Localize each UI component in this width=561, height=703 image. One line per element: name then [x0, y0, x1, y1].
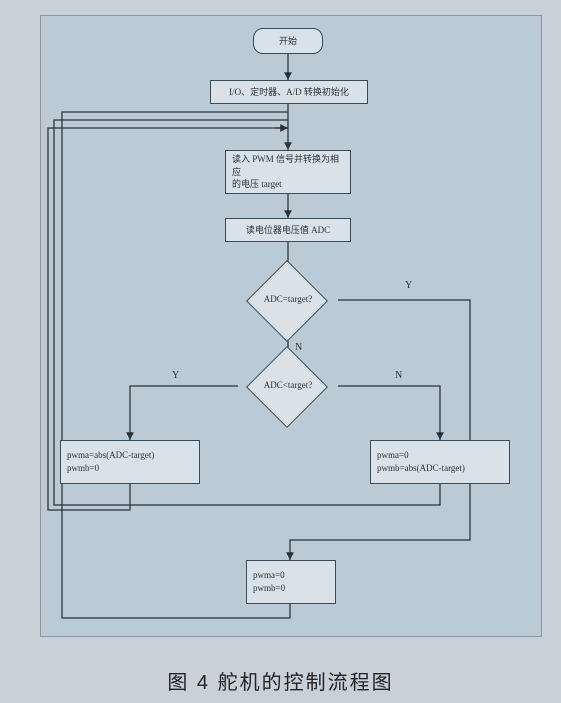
- read-pwm-node: 读入 PWM 信号并转换为相应 的电压 target: [225, 150, 351, 194]
- both-zero-node: pwma=0 pwmb=0: [246, 560, 336, 604]
- both-zero-line2: pwmb=0: [253, 582, 285, 595]
- d1-no-label: N: [295, 342, 302, 353]
- read-pwm-line2: 的电压 target: [232, 178, 282, 191]
- left-assign-node: pwma=abs(ADC-target) pwmb=0: [60, 440, 200, 484]
- left-assign-line1: pwma=abs(ADC-target): [67, 449, 154, 462]
- d2-no-label: N: [395, 370, 402, 381]
- flowchart-canvas: 开始 I/O、定时器、A/D 转换初始化 读入 PWM 信号并转换为相应 的电压…: [0, 0, 561, 703]
- both-zero-line1: pwma=0: [253, 569, 285, 582]
- start-node: 开始: [253, 28, 323, 54]
- read-adc-label: 读电位器电压值 ADC: [246, 224, 330, 237]
- init-label: I/O、定时器、A/D 转换初始化: [229, 86, 349, 99]
- read-adc-node: 读电位器电压值 ADC: [225, 218, 351, 242]
- figure-caption: 图 4 舵机的控制流程图: [0, 666, 561, 695]
- right-assign-line2: pwmb=abs(ADC-target): [377, 462, 465, 475]
- start-label: 开始: [279, 35, 297, 48]
- right-assign-node: pwma=0 pwmb=abs(ADC-target): [370, 440, 510, 484]
- read-pwm-line1: 读入 PWM 信号并转换为相应: [232, 153, 344, 178]
- left-assign-line2: pwmb=0: [67, 462, 99, 475]
- d1-yes-label: Y: [405, 280, 412, 291]
- d2-yes-label: Y: [172, 370, 179, 381]
- right-assign-line1: pwma=0: [377, 449, 409, 462]
- init-node: I/O、定时器、A/D 转换初始化: [210, 80, 368, 104]
